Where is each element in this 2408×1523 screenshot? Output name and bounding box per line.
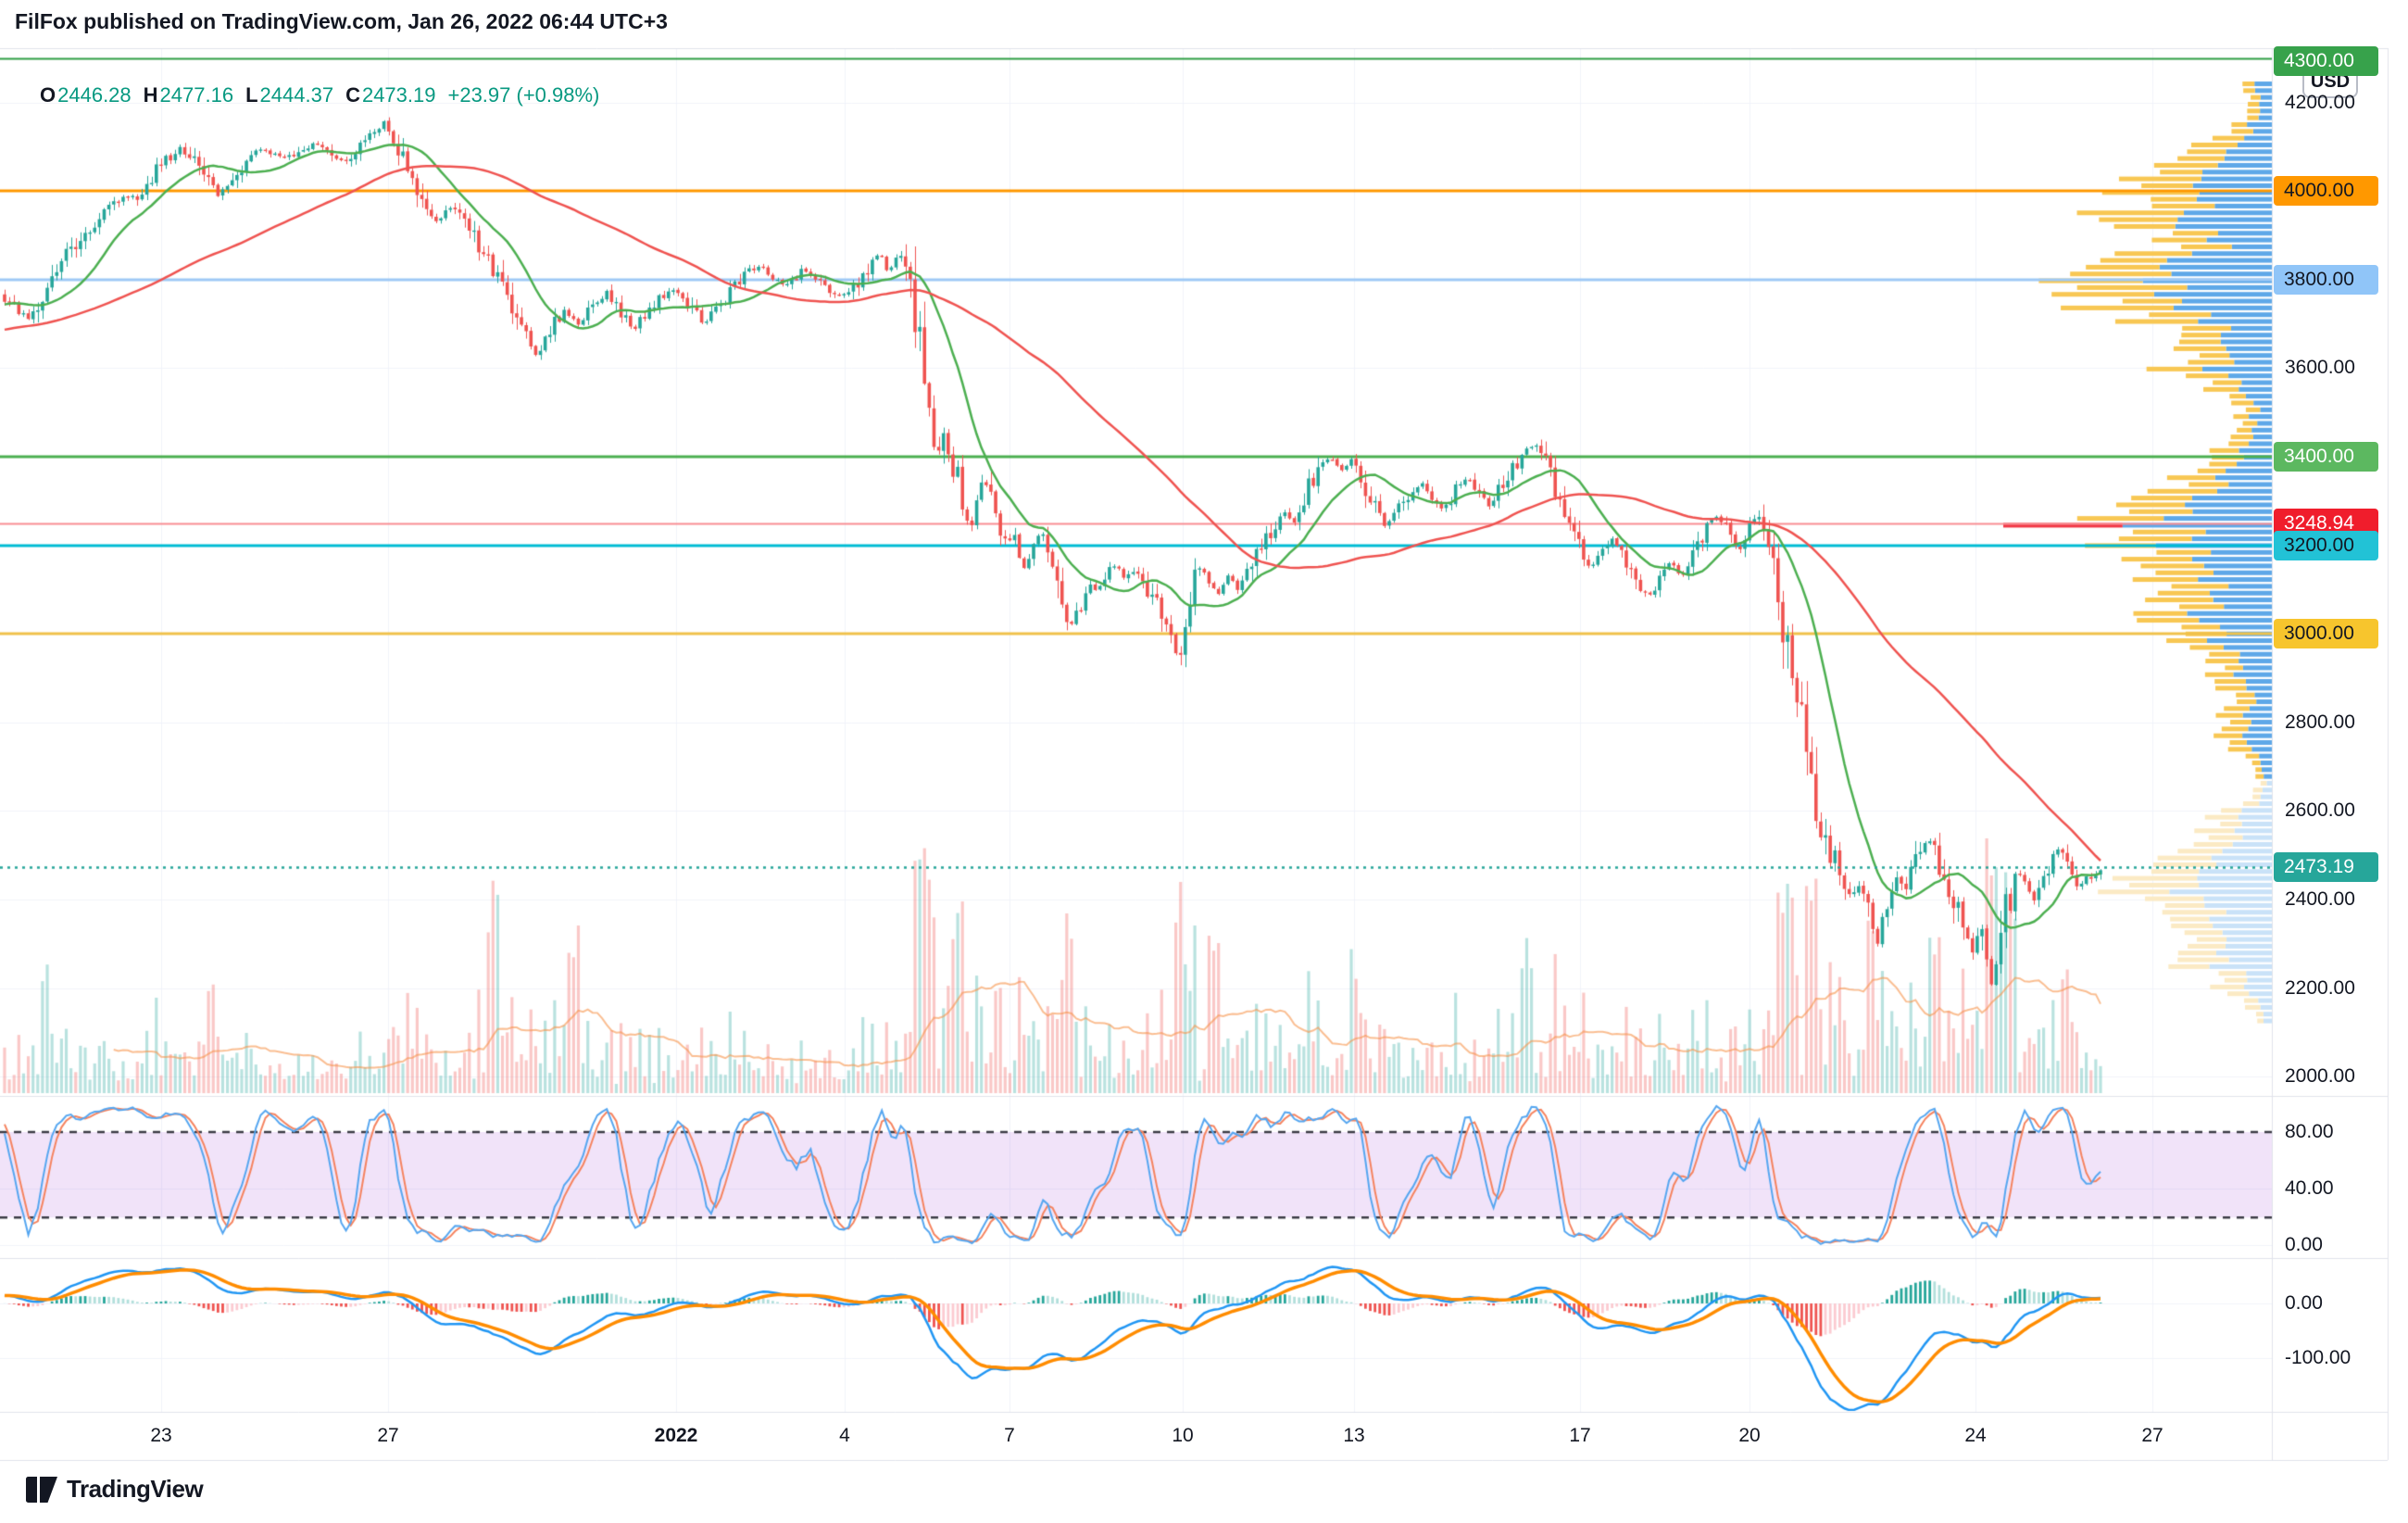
macd-axis-label: -100.00 — [2285, 1347, 2352, 1368]
time-axis-label: 20 — [1738, 1425, 1761, 1446]
ohlc-low: L2444.37 — [245, 83, 334, 107]
ohlc-close: C2473.19 — [345, 83, 436, 107]
price-level-badge: 3800.00 — [2274, 265, 2378, 295]
symbol-legend: O2446.28 H2477.16 L2444.37 C2473.19 +23.… — [28, 83, 599, 107]
price-level-badge: 3400.00 — [2274, 442, 2378, 472]
price-axis-label: 2400.00 — [2285, 888, 2355, 910]
time-axis-label: 23 — [150, 1425, 172, 1446]
time-axis-label: 27 — [377, 1425, 399, 1446]
tradingview-logo-text: TradingView — [67, 1475, 204, 1503]
time-axis-label: 17 — [1569, 1425, 1591, 1446]
price-axis-label: 2800.00 — [2285, 711, 2355, 733]
time-axis-label: 7 — [1004, 1425, 1015, 1446]
ohlc-open: O2446.28 — [40, 83, 132, 107]
time-axis-label: 27 — [2141, 1425, 2163, 1446]
publish-info: FilFox published on TradingView.com, Jan… — [15, 9, 668, 33]
price-level-badge: 4000.00 — [2274, 176, 2378, 206]
current-price-badge: 2473.19 — [2274, 852, 2378, 882]
time-axis-label: 4 — [839, 1425, 850, 1446]
tradingview-logo[interactable]: TradingView — [26, 1475, 204, 1504]
time-axis-label: 10 — [1172, 1425, 1194, 1446]
time-axis-label: 2022 — [654, 1425, 698, 1446]
stoch-axis-label: 80.00 — [2285, 1121, 2334, 1142]
price-axis-label: 2600.00 — [2285, 799, 2355, 821]
macd-axis-label: 0.00 — [2285, 1292, 2323, 1314]
price-level-badge: 3200.00 — [2274, 531, 2378, 560]
price-level-badge: 4300.00 — [2274, 46, 2378, 76]
price-axis-label: 4200.00 — [2285, 92, 2355, 113]
time-axis-label: 24 — [1964, 1425, 1987, 1446]
ohlc-high: H2477.16 — [143, 83, 234, 107]
price-axis-label: 2000.00 — [2285, 1065, 2355, 1087]
price-level-badge: 3000.00 — [2274, 619, 2378, 648]
stoch-axis-label: 0.00 — [2285, 1234, 2323, 1255]
stoch-axis-label: 40.00 — [2285, 1177, 2334, 1199]
time-axis-label: 13 — [1343, 1425, 1365, 1446]
price-axis-label: 2200.00 — [2285, 977, 2355, 999]
price-change: +23.97 (+0.98%) — [447, 83, 600, 107]
tradingview-logo-icon — [26, 1476, 57, 1503]
price-axis-label: 3600.00 — [2285, 357, 2355, 378]
time-axis[interactable] — [0, 1412, 2272, 1460]
